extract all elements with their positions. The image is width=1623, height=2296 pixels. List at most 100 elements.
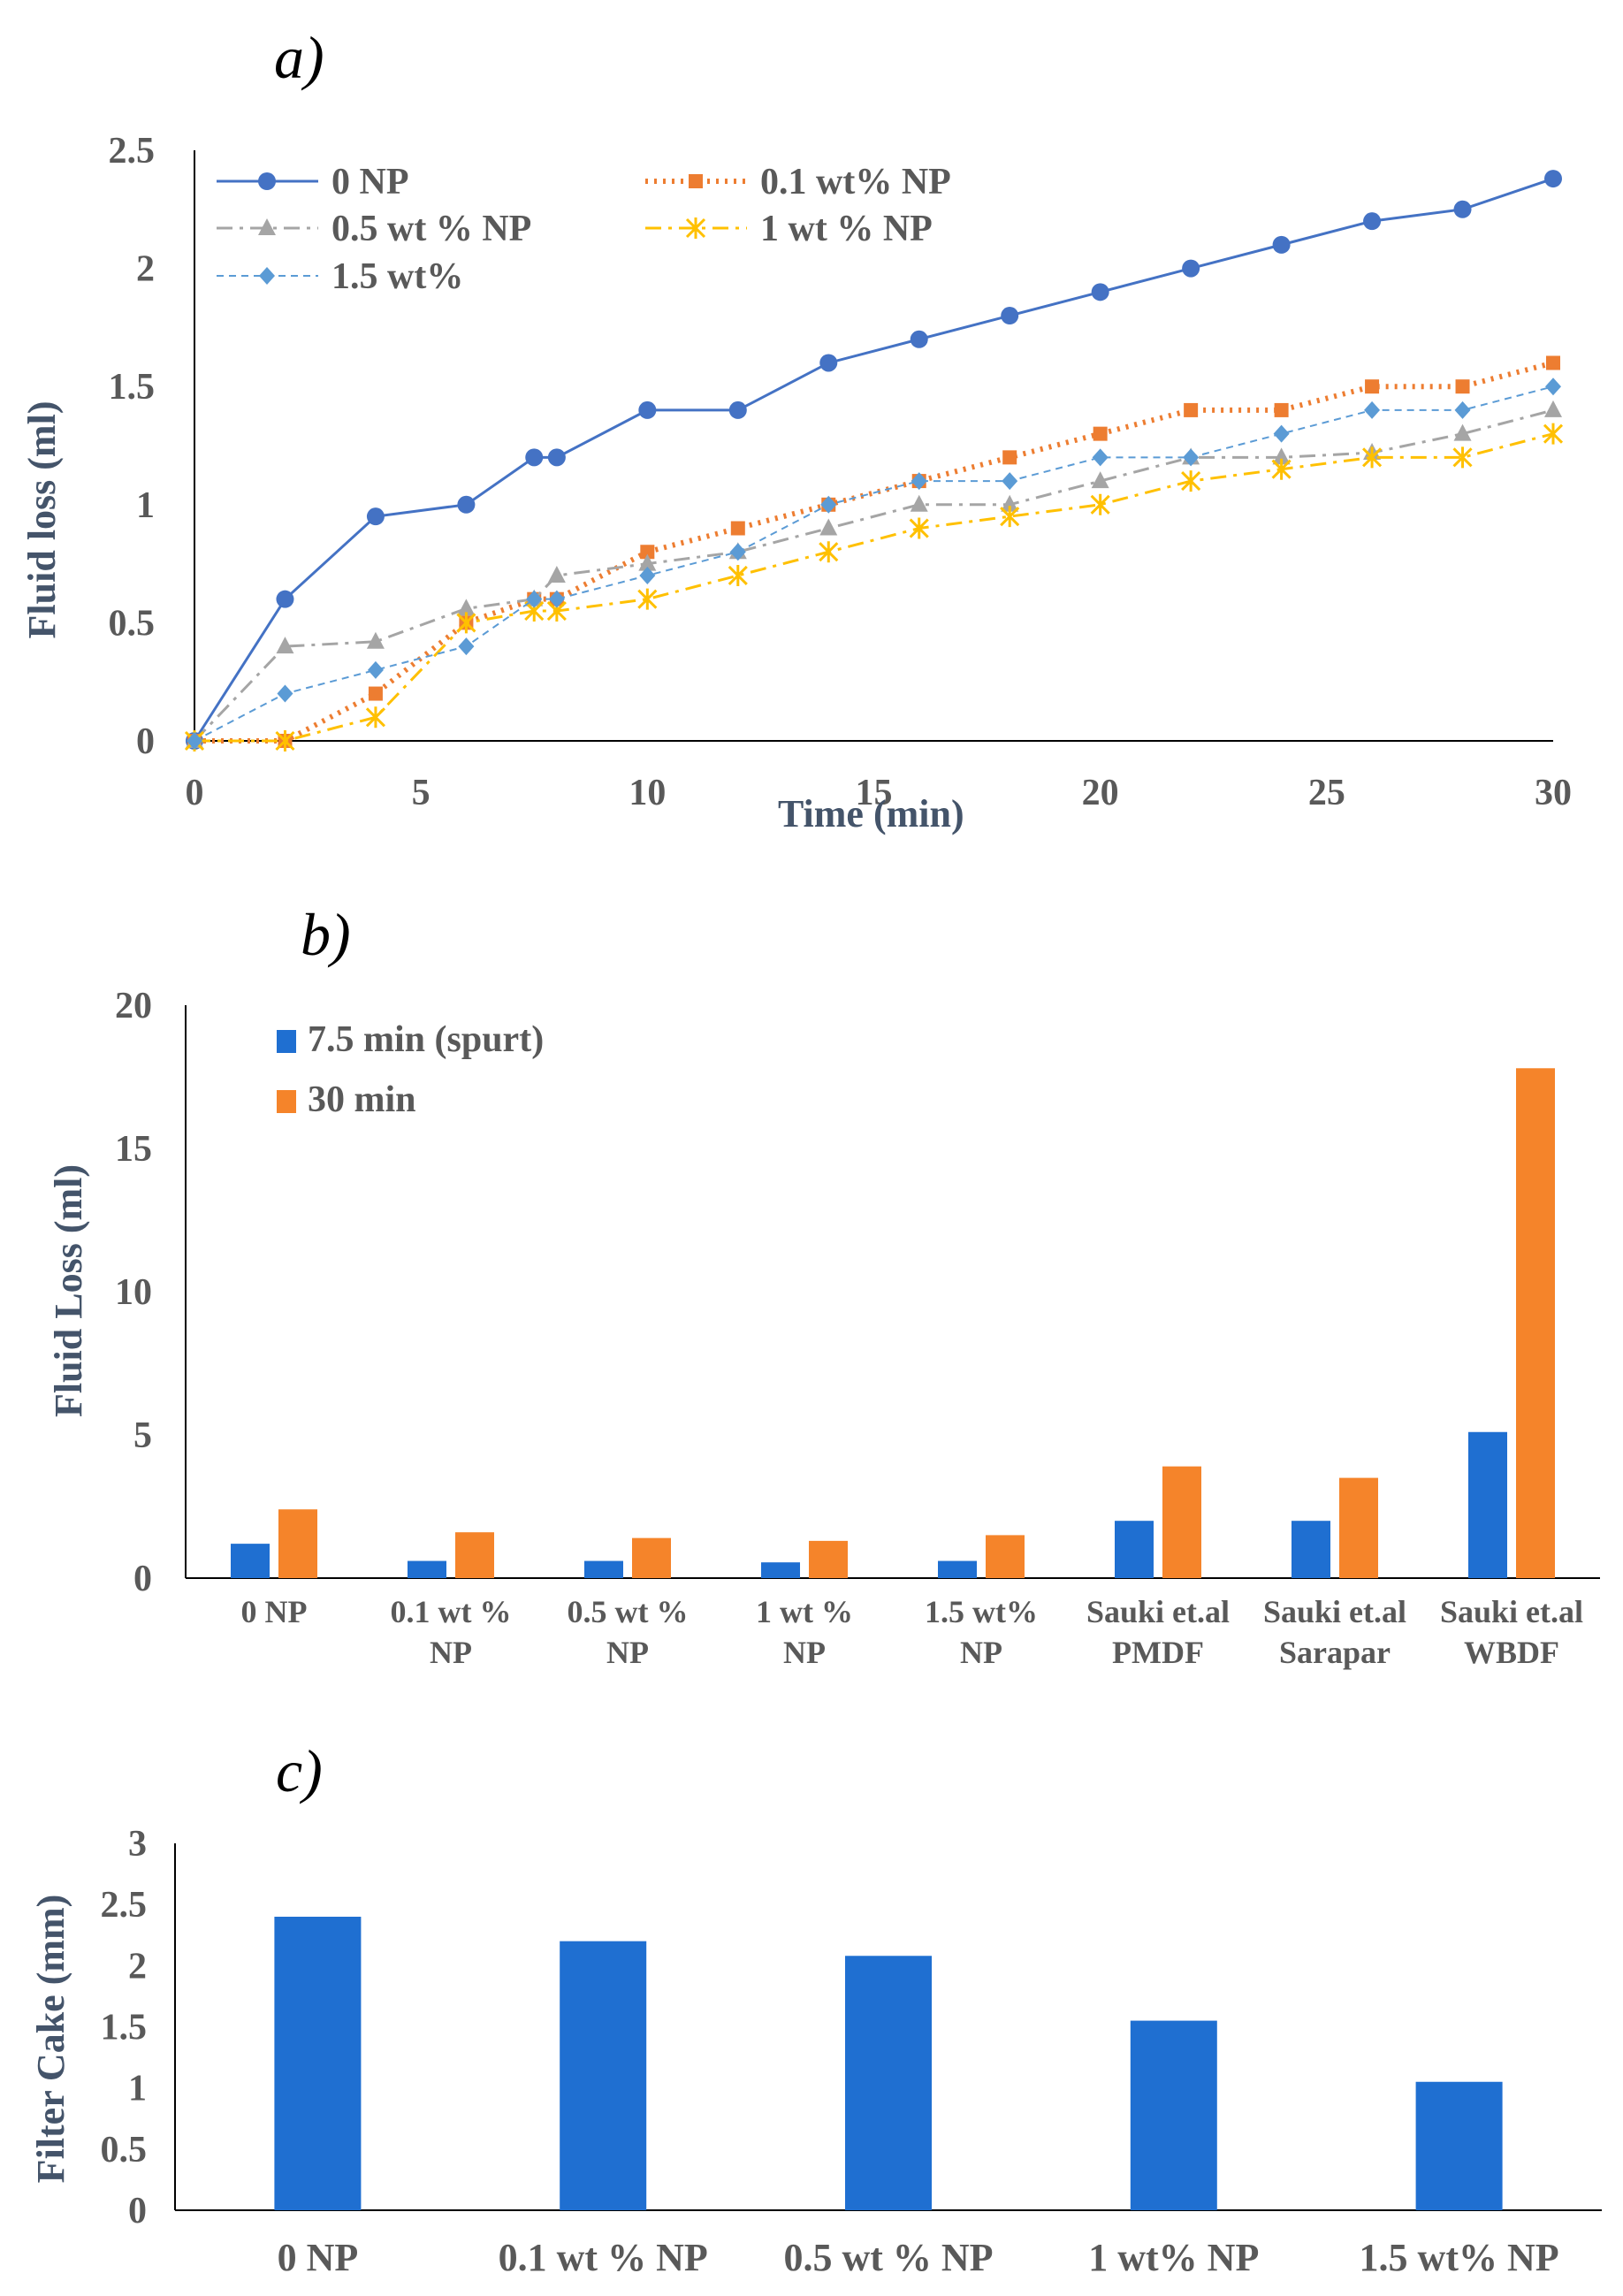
panel-c-y-tick-label: 3 bbox=[128, 1824, 147, 1865]
panel-c-category-labels: 0 NP 0.1 wt % NP 0.5 wt % NP 1 wt% NP 1.5 wt… bbox=[278, 2236, 1559, 2279]
data-point bbox=[1363, 212, 1382, 231]
data-point bbox=[458, 637, 475, 656]
data-point bbox=[547, 448, 566, 467]
data-point bbox=[276, 590, 294, 608]
bar bbox=[1415, 2081, 1503, 2210]
legend-label: 30 min bbox=[308, 1079, 416, 1120]
panel-b-category-label: Sarapar bbox=[1279, 1635, 1391, 1670]
data-point bbox=[547, 565, 566, 583]
data-point bbox=[911, 472, 927, 491]
panel-b-y-tick-label: 0 bbox=[133, 1559, 152, 1599]
panel-a-y-ticks: 0 0.5 1 1.5 2 2.5 bbox=[109, 131, 156, 762]
data-point bbox=[1544, 170, 1562, 188]
bar bbox=[761, 1562, 800, 1578]
panel-a-y-tick-label: 0 bbox=[136, 721, 155, 762]
legend-marker bbox=[689, 174, 703, 188]
series-line bbox=[194, 360, 1554, 744]
panel-a-y-tick-label: 2 bbox=[136, 249, 155, 290]
data-point bbox=[457, 599, 476, 616]
bar bbox=[845, 1956, 932, 2210]
panel-c-category-label: 0.5 wt % NP bbox=[783, 2236, 993, 2279]
panel-b-category-label: 1.5 wt% bbox=[925, 1594, 1038, 1629]
data-point bbox=[1544, 400, 1562, 417]
panel-a-y-axis-title: Fluid loss (ml) bbox=[20, 401, 64, 639]
bar bbox=[1162, 1466, 1201, 1578]
legend-swatch bbox=[277, 1090, 296, 1113]
legend-label: 1 wt % NP bbox=[760, 209, 933, 249]
data-point bbox=[1365, 379, 1380, 394]
bar bbox=[1339, 1477, 1378, 1578]
legend-marker bbox=[258, 218, 276, 235]
data-point bbox=[637, 588, 658, 610]
panel-b-category-label: NP bbox=[430, 1635, 472, 1670]
bar bbox=[809, 1540, 848, 1578]
panel-b-y-ticks: 0 5 10 15 20 bbox=[115, 986, 152, 1599]
panel-b-category-label: NP bbox=[606, 1635, 649, 1670]
panel-c-label: c) bbox=[276, 1737, 323, 1804]
data-point bbox=[1001, 494, 1019, 512]
panel-b-category-labels: 0 NP 0.1 wt % NP 0.5 wt % NP 1 wt % NP 1.5 wt% N… bbox=[241, 1594, 1584, 1670]
data-point bbox=[640, 545, 655, 560]
panel-b-category-label: Sauki et.al bbox=[1086, 1594, 1230, 1629]
bar bbox=[986, 1535, 1025, 1578]
data-point bbox=[1090, 493, 1110, 515]
panel-b-category-label: NP bbox=[960, 1635, 1002, 1670]
bar bbox=[1468, 1431, 1507, 1578]
data-point bbox=[730, 521, 745, 536]
data-point bbox=[819, 518, 838, 536]
bar bbox=[1115, 1521, 1154, 1578]
data-point bbox=[1453, 423, 1472, 441]
bar bbox=[1130, 2020, 1217, 2210]
data-point bbox=[639, 566, 656, 584]
panel-b-category-label: 0.1 wt % bbox=[391, 1594, 512, 1629]
data-point bbox=[1093, 426, 1108, 441]
panel-a-y-tick-label: 1.5 bbox=[109, 367, 156, 408]
panel-b-y-tick-label: 5 bbox=[133, 1415, 152, 1456]
legend-label: 0 NP bbox=[331, 162, 409, 202]
data-point bbox=[910, 494, 928, 512]
panel-c-bars bbox=[274, 1917, 1503, 2210]
panel-a-x-tick-label: 15 bbox=[856, 773, 893, 813]
data-point bbox=[819, 354, 838, 372]
data-point bbox=[1002, 450, 1017, 465]
bar bbox=[408, 1560, 446, 1578]
panel-a-line-chart: a) 00.511.522.5 0 5 10 15 20 25 30 Time (min) … bbox=[20, 24, 1572, 835]
panel-b-category-label: 0 NP bbox=[241, 1594, 308, 1629]
data-point bbox=[1272, 447, 1291, 465]
panel-b-category-label: PMDF bbox=[1112, 1635, 1204, 1670]
data-point bbox=[277, 684, 293, 703]
bar bbox=[274, 1917, 362, 2210]
data-point bbox=[910, 330, 928, 348]
panel-a-x-axis-title: Time (min) bbox=[778, 792, 964, 835]
legend-label: 0.5 wt % NP bbox=[331, 209, 531, 249]
legend-label: 0.1 wt% NP bbox=[760, 162, 951, 202]
data-point bbox=[1543, 423, 1564, 445]
panel-a-y-tick-label: 0.5 bbox=[109, 603, 156, 644]
panel-b-label: b) bbox=[301, 901, 351, 968]
panel-b-y-tick-label: 20 bbox=[115, 986, 152, 1026]
data-point bbox=[1091, 283, 1109, 301]
legend-marker bbox=[259, 267, 275, 285]
panel-a-y-tick-label: 1 bbox=[136, 485, 155, 526]
data-point bbox=[1091, 471, 1109, 489]
data-point bbox=[638, 400, 657, 419]
data-point bbox=[1181, 470, 1201, 492]
panel-c-y-ticks: 0 0.5 1 1.5 2 2.5 3 bbox=[101, 1824, 148, 2231]
data-point bbox=[276, 637, 294, 654]
panel-c-y-axis-title: Filter Cake (mm) bbox=[29, 1895, 72, 2184]
bar bbox=[560, 1941, 647, 2210]
legend-swatch bbox=[277, 1030, 296, 1053]
panel-c-y-tick-label: 0.5 bbox=[101, 2130, 148, 2170]
panel-b-legend: 7.5 min (spurt) 30 min bbox=[277, 1019, 544, 1120]
data-point bbox=[1364, 400, 1381, 419]
panel-a-x-ticks: 0 5 10 15 20 25 30 bbox=[186, 773, 1573, 813]
panel-a-x-tick-label: 0 bbox=[186, 773, 204, 813]
data-point bbox=[548, 590, 565, 608]
bar bbox=[231, 1544, 270, 1578]
bar bbox=[632, 1537, 671, 1578]
panel-c-y-tick-label: 1 bbox=[128, 2069, 147, 2109]
bar bbox=[1516, 1068, 1555, 1578]
data-point bbox=[1001, 307, 1019, 325]
data-point bbox=[729, 543, 746, 561]
data-point bbox=[819, 541, 839, 563]
